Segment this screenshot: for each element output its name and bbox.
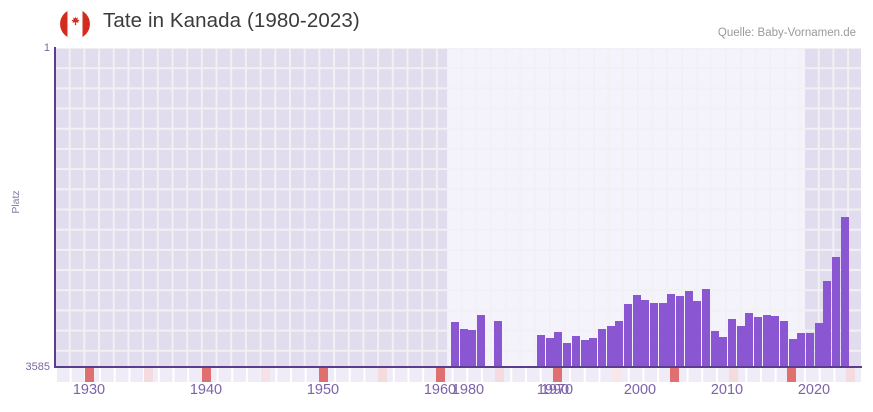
bar bbox=[589, 338, 597, 367]
bar bbox=[745, 313, 753, 367]
bar bbox=[754, 317, 762, 367]
page-title: Tate in Kanada (1980-2023) bbox=[103, 9, 360, 32]
x-axis-tick-1980: 1980 bbox=[451, 382, 485, 398]
bar bbox=[797, 333, 805, 367]
source-label: Quelle: Baby-Vornamen.de bbox=[717, 27, 856, 39]
bar bbox=[494, 321, 502, 367]
bar bbox=[624, 304, 632, 367]
bar bbox=[563, 343, 571, 367]
bar bbox=[537, 335, 545, 367]
bar bbox=[581, 340, 589, 367]
bar bbox=[641, 300, 649, 367]
y-axis-tick-bottom: 3585 bbox=[25, 361, 50, 373]
x-axis-tick-1940: 1940 bbox=[189, 382, 223, 398]
x-axis-tick-1990: 1990 bbox=[536, 382, 570, 398]
bar bbox=[789, 339, 797, 367]
bar bbox=[572, 336, 580, 367]
chart-plot-area bbox=[55, 48, 861, 367]
bar bbox=[633, 295, 641, 367]
x-axis-tick-1930: 1930 bbox=[72, 382, 106, 398]
bar bbox=[806, 333, 814, 367]
bar bbox=[468, 330, 476, 367]
strip-mark bbox=[846, 368, 855, 382]
bar bbox=[615, 321, 623, 367]
x-axis-tick-1950: 1950 bbox=[306, 382, 340, 398]
y-axis-line bbox=[54, 47, 56, 368]
bar bbox=[815, 323, 823, 367]
bar bbox=[598, 329, 606, 367]
bar bbox=[477, 315, 485, 367]
bar bbox=[763, 315, 771, 367]
x-axis-tick-2000: 2000 bbox=[623, 382, 657, 398]
strip-mark bbox=[495, 368, 504, 382]
bar bbox=[832, 257, 840, 367]
x-axis-tick-2010: 2010 bbox=[710, 382, 744, 398]
bar bbox=[667, 294, 675, 367]
bar bbox=[737, 326, 745, 367]
chart-header: Tate in Kanada (1980-2023) Quelle: Baby-… bbox=[0, 0, 873, 46]
x-axis-tick-labels: 1930 1940 1950 1960 1970 1980 1990 2000 2010 2020 bbox=[0, 382, 873, 408]
x-axis-tick-1960: 1960 bbox=[423, 382, 457, 398]
strip-mark bbox=[144, 368, 153, 382]
bar bbox=[780, 321, 788, 367]
below-axis-strip bbox=[55, 368, 861, 382]
bar bbox=[719, 337, 727, 367]
strip-mark bbox=[787, 368, 796, 382]
bar bbox=[711, 331, 719, 367]
strip-mark bbox=[436, 368, 445, 382]
bar bbox=[451, 322, 459, 367]
y-axis-tick-top: 1 bbox=[43, 42, 50, 54]
y-axis-label: Platz bbox=[10, 190, 22, 214]
bar bbox=[554, 332, 562, 367]
x-axis-tick-1970: 1970 bbox=[540, 382, 574, 398]
x-axis-line bbox=[54, 366, 862, 368]
bar bbox=[823, 281, 831, 367]
bar bbox=[702, 289, 710, 367]
bar bbox=[676, 296, 684, 367]
strip-mark bbox=[612, 368, 621, 382]
strip-mark bbox=[85, 368, 94, 382]
bar-series bbox=[55, 48, 861, 367]
strip-mark bbox=[319, 368, 328, 382]
bar bbox=[659, 303, 667, 367]
strip-mark bbox=[202, 368, 211, 382]
strip-mark bbox=[729, 368, 738, 382]
bar bbox=[771, 316, 779, 367]
bar bbox=[728, 319, 736, 367]
bar bbox=[841, 217, 849, 367]
bar bbox=[546, 338, 554, 367]
strip-mark bbox=[261, 368, 270, 382]
strip-mark bbox=[378, 368, 387, 382]
bar bbox=[685, 291, 693, 367]
bar bbox=[650, 303, 658, 367]
canada-flag-icon bbox=[60, 9, 90, 39]
bar bbox=[460, 329, 468, 367]
bar bbox=[693, 301, 701, 367]
x-axis-tick-2020: 2020 bbox=[797, 382, 831, 398]
strip-mark bbox=[670, 368, 679, 382]
strip-mark bbox=[553, 368, 562, 382]
bar bbox=[607, 326, 615, 367]
